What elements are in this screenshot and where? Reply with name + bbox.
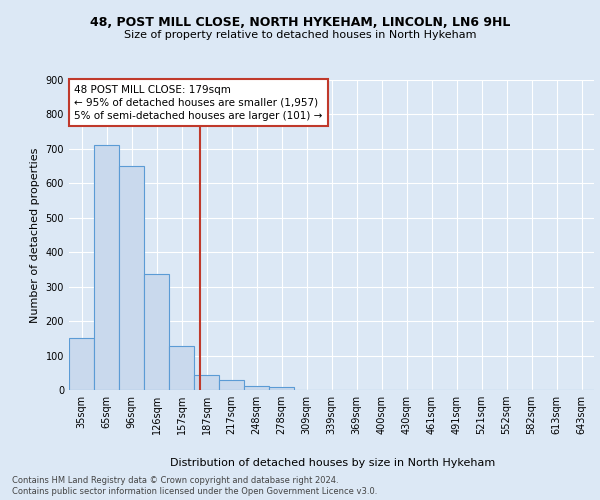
Bar — [94, 145, 119, 390]
Bar — [269, 387, 294, 390]
Bar — [194, 375, 219, 390]
Bar — [144, 274, 169, 390]
Bar — [244, 386, 269, 390]
Bar — [119, 166, 144, 390]
Text: 48, POST MILL CLOSE, NORTH HYKEHAM, LINCOLN, LN6 9HL: 48, POST MILL CLOSE, NORTH HYKEHAM, LINC… — [90, 16, 510, 29]
Text: Contains HM Land Registry data © Crown copyright and database right 2024.
Contai: Contains HM Land Registry data © Crown c… — [12, 476, 377, 496]
Y-axis label: Number of detached properties: Number of detached properties — [30, 148, 40, 322]
Text: Size of property relative to detached houses in North Hykeham: Size of property relative to detached ho… — [124, 30, 476, 40]
Bar — [169, 346, 194, 390]
Bar — [219, 380, 244, 390]
Text: 48 POST MILL CLOSE: 179sqm
← 95% of detached houses are smaller (1,957)
5% of se: 48 POST MILL CLOSE: 179sqm ← 95% of deta… — [74, 84, 323, 121]
Bar — [69, 338, 94, 390]
Text: Distribution of detached houses by size in North Hykeham: Distribution of detached houses by size … — [170, 458, 496, 468]
